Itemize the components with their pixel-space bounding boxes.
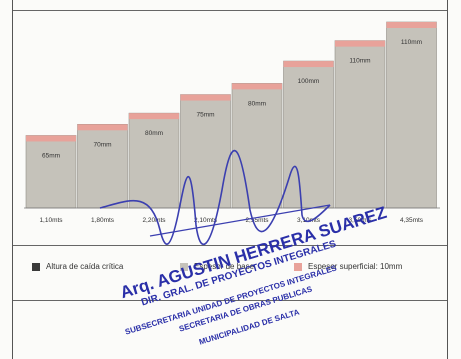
bar-surface-cap (335, 40, 385, 47)
bar-base (334, 40, 386, 209)
bar-base (128, 112, 180, 209)
legend-divider (13, 300, 447, 301)
bar-group: 110mm 4,35mts (386, 21, 437, 224)
bar-base (25, 135, 77, 209)
bar-height-label: 80mm (145, 130, 163, 137)
legend: Altura de caída crítica Espesor de base … (32, 262, 452, 276)
bar-surface-cap (386, 22, 437, 28)
axis-divider (13, 245, 447, 246)
legend-label-surface-thickness: Espesor superficial: 10mm (308, 262, 403, 271)
legend-label-critical-height: Altura de caída crítica (46, 262, 124, 271)
bar-group: 75mm 2,10mts (180, 94, 231, 224)
bar-base (386, 21, 437, 209)
bar-distance-label: 3,50mts (348, 217, 372, 224)
bar-distance-label: 1,80mts (91, 217, 115, 224)
bar-group: 70mm 1,80mts (77, 124, 128, 224)
bar-distance-label: 2,20mts (142, 217, 166, 224)
bar-distance-label: 2,55mts (245, 217, 269, 224)
bar-height-label: 100mm (298, 78, 320, 85)
bar-surface-cap (129, 113, 179, 120)
bar-height-label: 110mm (349, 58, 370, 65)
bar-height-label: 65mm (42, 152, 60, 159)
bar-height-label: 70mm (93, 141, 111, 148)
document-frame (12, 0, 448, 359)
legend-swatch-base-thickness (180, 263, 188, 271)
legend-label-base-thickness: Espesor de base (194, 262, 255, 271)
bar-height-label: 80mm (248, 100, 266, 107)
bar-height-label: 110mm (401, 39, 422, 46)
bar-group: 80mm 2,20mts (128, 112, 180, 224)
bar-group: 80mm 2,55mts (231, 83, 283, 224)
bar-surface-cap (77, 124, 128, 131)
bar-group: 110mm 3,50mts (334, 40, 386, 224)
bar-distance-label: 4,35mts (400, 217, 424, 224)
bar-height-label: 75mm (196, 112, 214, 119)
bar-surface-cap (26, 135, 76, 142)
bar-distance-label: 1,10mts (39, 217, 63, 224)
legend-swatch-surface-thickness (294, 263, 302, 271)
bar-base (77, 124, 128, 209)
bar-surface-cap (283, 61, 334, 68)
top-divider (13, 10, 447, 11)
bar-distance-label: 2,10mts (194, 217, 218, 224)
bar-surface-cap (232, 83, 282, 90)
bar-surface-cap (180, 94, 231, 101)
bar-group: 65mm 1,10mts (25, 135, 77, 224)
legend-swatch-critical-height (32, 263, 40, 271)
